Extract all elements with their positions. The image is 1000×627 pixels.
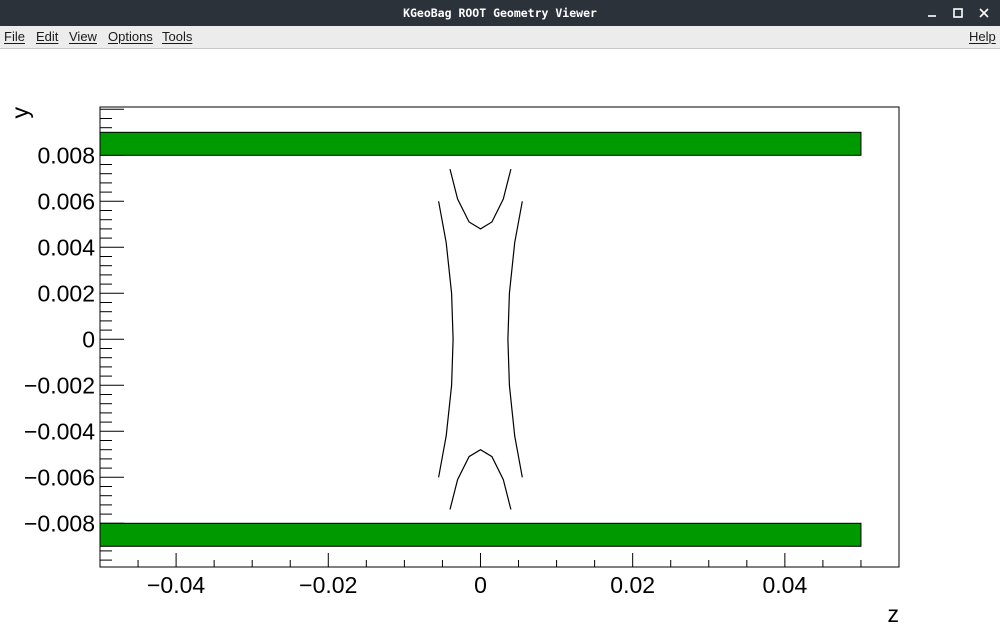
close-icon[interactable] <box>974 3 994 23</box>
window-titlebar: KGeoBag ROOT Geometry Viewer <box>0 0 1000 26</box>
menu-edit[interactable]: Edit <box>36 29 59 44</box>
menu-file[interactable]: File <box>4 29 25 44</box>
maximize-icon[interactable] <box>948 3 968 23</box>
window-title: KGeoBag ROOT Geometry Viewer <box>403 6 597 20</box>
y-tick-label: −0.006 <box>24 464 95 490</box>
menu-view[interactable]: View <box>69 29 97 44</box>
geometry-curve <box>449 448 512 510</box>
menu-help[interactable]: Help <box>969 29 996 44</box>
x-tick-label: −0.04 <box>147 572 205 598</box>
minimize-icon[interactable] <box>922 3 942 23</box>
x-tick-label: 0 <box>474 572 487 598</box>
x-tick-label: 0.02 <box>610 572 655 598</box>
geometry-curve <box>449 168 512 230</box>
y-tick-label: 0.002 <box>37 280 95 306</box>
y-tick-label: −0.008 <box>24 510 95 536</box>
menu-tools[interactable]: Tools <box>162 29 193 44</box>
y-tick-label: 0.006 <box>37 188 95 214</box>
y-tick-label: 0 <box>82 326 95 352</box>
y-tick-label: −0.002 <box>24 372 95 398</box>
geometry-curve <box>507 201 523 478</box>
x-tick-label: 0.04 <box>762 572 807 598</box>
plot-frame <box>99 106 900 568</box>
geometry-curve <box>438 201 454 478</box>
lower-electrode-rect <box>99 522 862 547</box>
y-tick-label: −0.004 <box>24 418 95 444</box>
menu-options[interactable]: Options <box>108 29 153 44</box>
upper-electrode-rect <box>99 131 862 156</box>
menu-bar: File Edit View Options Tools Help <box>0 26 1000 49</box>
plot-canvas[interactable]: −0.04 −0.02 0 0.02 0.04 0.008 0.006 0.004 0.002 0… <box>0 49 1000 627</box>
x-axis-title: z <box>888 601 900 627</box>
geometry-plot[interactable]: −0.04 −0.02 0 0.02 0.04 0.008 0.006 0.004 0.002 0… <box>0 49 1000 627</box>
y-tick-label: 0.008 <box>37 142 95 168</box>
x-tick-label: −0.02 <box>299 572 357 598</box>
y-tick-label: 0.004 <box>37 234 95 260</box>
y-axis-title: y <box>7 107 33 119</box>
